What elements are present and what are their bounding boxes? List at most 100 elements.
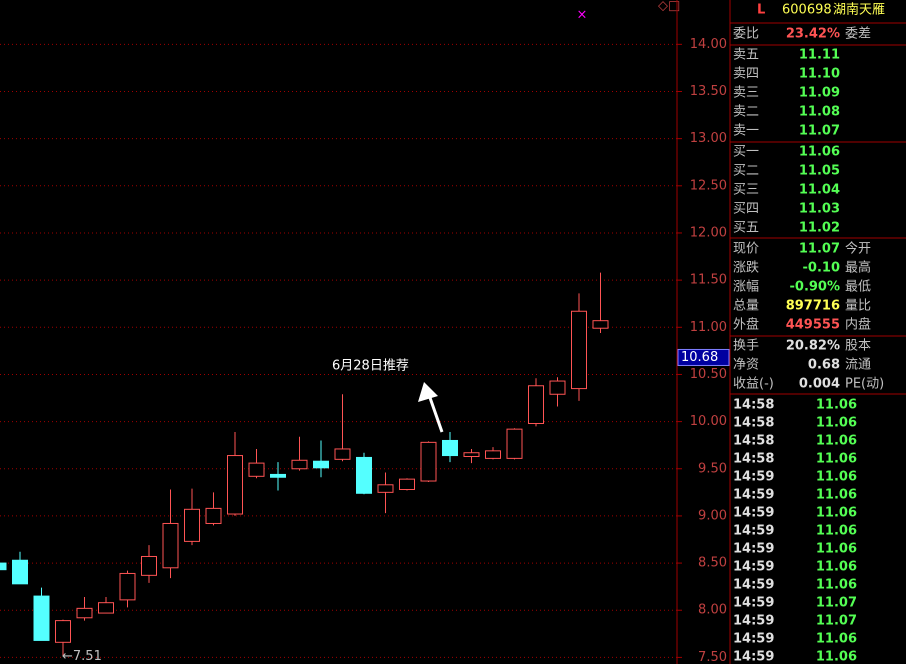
row-label: 净资 xyxy=(733,358,759,373)
candle-body xyxy=(313,460,329,469)
row-value: 11.09 xyxy=(799,86,840,101)
row-label: 换手 xyxy=(733,339,759,354)
y-tick-label: 9.00 xyxy=(698,508,727,523)
candle-body xyxy=(98,602,114,614)
tick-price: 11.06 xyxy=(816,506,857,521)
y-tick-label: 7.50 xyxy=(698,650,727,664)
tick-time: 14:58 xyxy=(733,434,774,449)
row-label: 买四 xyxy=(733,202,759,217)
row-label: 现价 xyxy=(733,242,759,257)
candle-body xyxy=(528,385,544,424)
tick-time: 14:59 xyxy=(733,560,774,575)
tick-price: 11.06 xyxy=(816,578,857,593)
row-value: 11.08 xyxy=(799,105,840,120)
candle-body xyxy=(184,508,200,542)
row-value: 20.82% xyxy=(786,339,840,354)
tick-time: 14:59 xyxy=(733,524,774,539)
y-tick-label: 8.00 xyxy=(698,603,727,618)
tick-price: 11.07 xyxy=(816,596,857,611)
stock-code: 600698 xyxy=(782,3,832,18)
row-value: 897716 xyxy=(786,299,840,314)
candle-body xyxy=(248,462,265,477)
y-tick-label: 12.00 xyxy=(690,225,727,240)
annotation-arrow xyxy=(426,391,444,433)
tick-price: 11.06 xyxy=(816,524,857,539)
row-value: 11.02 xyxy=(799,221,840,236)
tick-time: 14:59 xyxy=(733,632,774,647)
row-label: 买三 xyxy=(733,183,759,198)
candle-body xyxy=(291,459,308,470)
candle-body xyxy=(12,559,28,585)
tick-price: 11.06 xyxy=(816,470,857,485)
row-value: 11.07 xyxy=(799,124,840,139)
row-value: 11.06 xyxy=(799,145,840,160)
tick-time: 14:59 xyxy=(733,470,774,485)
y-tick-label: 11.00 xyxy=(690,320,727,335)
row-label: 买一 xyxy=(733,145,759,160)
y-tick-label: 8.50 xyxy=(698,556,727,571)
candle-body xyxy=(55,620,71,643)
candle-body xyxy=(592,320,609,329)
row-label: PE(动) xyxy=(845,377,884,392)
annotation: 6月28日推荐 xyxy=(332,359,409,374)
y-tick-label: 10.50 xyxy=(690,367,727,382)
row-label: 股本 xyxy=(845,339,871,354)
tick-time: 14:59 xyxy=(733,578,774,593)
y-tick-label: 11.50 xyxy=(690,273,727,288)
candle-body xyxy=(205,507,222,524)
tick-price: 11.06 xyxy=(816,650,857,664)
tick-price: 11.06 xyxy=(816,488,857,503)
y-tick-label: 12.50 xyxy=(690,178,727,193)
tick-price: 11.06 xyxy=(816,434,857,449)
candle-body xyxy=(0,562,7,571)
row-label: 最高 xyxy=(845,260,871,276)
row-label: 涨幅 xyxy=(733,280,759,295)
row-label: 委差 xyxy=(845,27,871,42)
row-label: 量比 xyxy=(845,299,871,314)
candle-body xyxy=(76,607,93,619)
candle-body xyxy=(270,473,286,478)
row-label: 内盘 xyxy=(845,317,871,333)
candle-body xyxy=(420,441,437,482)
candle-body xyxy=(227,455,243,515)
flag: L xyxy=(757,3,765,18)
candle-body xyxy=(442,439,458,457)
row-label: 卖二 xyxy=(733,105,759,120)
annotation-arrowhead xyxy=(418,382,438,402)
candle-body xyxy=(334,448,351,460)
candle-body xyxy=(485,450,501,459)
candle-body xyxy=(377,484,394,493)
row-value: -0.10 xyxy=(803,261,840,276)
candle-body xyxy=(141,555,157,576)
tick-time: 14:59 xyxy=(733,506,774,521)
row-value: 23.42% xyxy=(786,27,840,42)
row-label: 流通 xyxy=(845,358,871,373)
tick-time: 14:58 xyxy=(733,452,774,467)
stock-name: 湖南天雁 xyxy=(833,2,885,18)
tick-price: 11.06 xyxy=(816,452,857,467)
row-value: -0.90% xyxy=(790,280,841,295)
row-value: 11.04 xyxy=(799,183,840,198)
row-value: 11.11 xyxy=(799,48,840,63)
candle-body xyxy=(356,456,372,494)
row-value: 0.68 xyxy=(808,358,840,373)
tick-time: 14:58 xyxy=(733,416,774,431)
row-value: 0.004 xyxy=(799,377,840,392)
candle-body xyxy=(399,478,415,491)
row-value: 11.05 xyxy=(799,164,840,179)
tick-price: 11.07 xyxy=(816,614,857,629)
tick-price: 11.06 xyxy=(816,398,857,413)
tick-price: 11.06 xyxy=(816,416,857,431)
row-label: 外盘 xyxy=(733,317,759,333)
row-value: 11.03 xyxy=(799,202,840,217)
candle-body xyxy=(162,522,179,569)
row-label: 卖三 xyxy=(733,86,759,101)
row-label: 总量 xyxy=(733,299,759,314)
tick-time: 14:58 xyxy=(733,398,774,413)
cursor-mark: × xyxy=(577,8,588,23)
tick-time: 14:59 xyxy=(733,542,774,557)
tick-time: 14:59 xyxy=(733,614,774,629)
y-tick-label: 13.00 xyxy=(690,131,727,146)
